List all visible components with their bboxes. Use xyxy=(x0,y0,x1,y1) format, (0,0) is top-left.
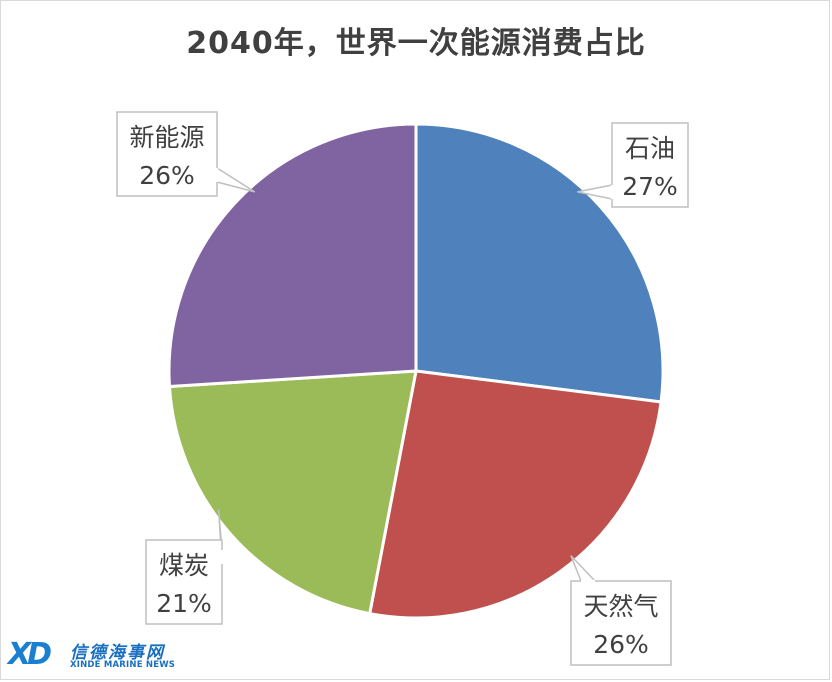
pie-callouts: 石油 27% 天然气 26% 煤炭 21% 新能源 26% xyxy=(116,111,689,666)
logo-mark: XD xyxy=(8,637,52,672)
pie-slice-3 xyxy=(167,369,418,616)
slice-value-label: 26% xyxy=(593,630,649,659)
callout-2: 天然气 26% xyxy=(570,555,672,666)
callout-4: 新能源 26% xyxy=(116,111,256,197)
callout-1: 石油 27% xyxy=(577,122,689,208)
slice-label: 石油 xyxy=(625,134,675,163)
pie-slice-2 xyxy=(368,369,663,620)
callout-box xyxy=(116,111,218,197)
pie-slice-1 xyxy=(414,122,665,404)
callout-pointer xyxy=(216,166,256,193)
callout-box xyxy=(570,580,672,666)
slice-label: 新能源 xyxy=(129,123,204,152)
logo-name-en: XINDE MARINE NEWS xyxy=(70,660,176,670)
chart-title: 2040年，世界一次能源消费占比 xyxy=(186,26,646,61)
slice-value-label: 21% xyxy=(156,589,212,618)
callout-box xyxy=(611,122,689,208)
callout-pointer xyxy=(570,555,597,582)
watermark-logo: XD 信德海事网 XINDE MARINE NEWS xyxy=(8,638,208,678)
callout-3: 煤炭 21% xyxy=(145,509,224,625)
pie-slice-4 xyxy=(167,122,418,389)
slice-value-label: 27% xyxy=(622,172,678,201)
slice-value-label: 26% xyxy=(139,161,195,190)
slice-label: 煤炭 xyxy=(159,551,209,580)
callout-box xyxy=(145,539,223,625)
slice-label: 天然气 xyxy=(583,592,658,621)
logo-name-cn: 信德海事网 xyxy=(70,643,165,663)
pie-slices xyxy=(167,122,665,620)
